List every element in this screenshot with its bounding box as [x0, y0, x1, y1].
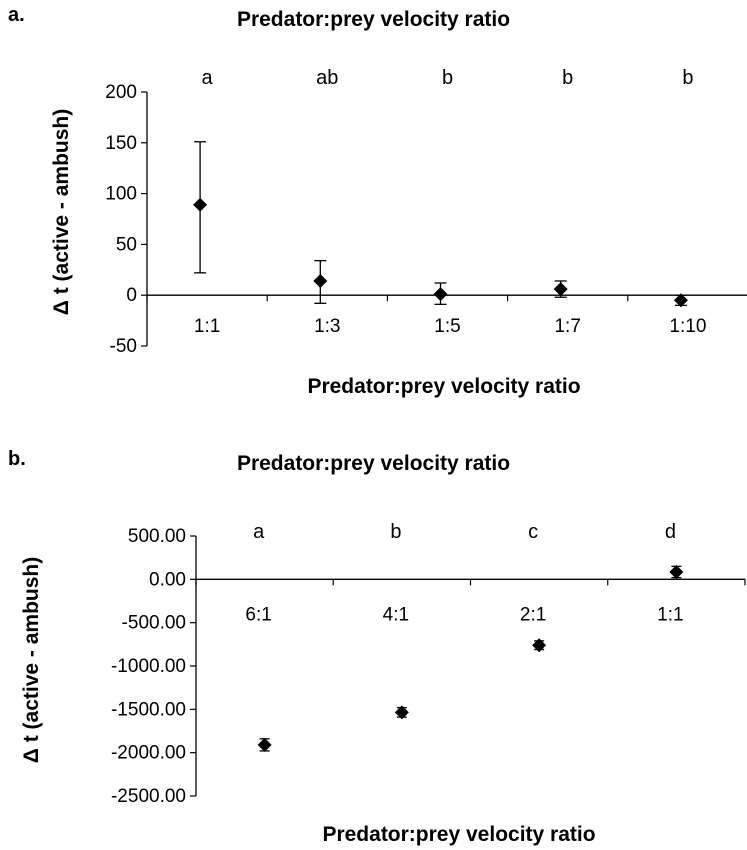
y-tick-label: -500.00 [122, 613, 186, 634]
significance-letter: a [253, 521, 265, 543]
x-tick-label: 1:10 [669, 316, 706, 337]
panel-label: b. [8, 448, 26, 470]
y-tick-label: -2000.00 [111, 743, 186, 764]
x-tick-label: 1:3 [314, 316, 340, 337]
y-tick-label: 50 [116, 234, 137, 255]
data-point [313, 273, 328, 288]
y-tick-label: -50 [110, 336, 137, 357]
y-tick-label: 150 [105, 133, 137, 154]
x-tick-label: 1:1 [194, 316, 220, 337]
x-tick-label: 1:7 [554, 316, 580, 337]
y-tick-label: 0.00 [149, 569, 186, 590]
x-tick-label: 1:1 [657, 604, 683, 625]
y-axis-title: Δ t (active - ambush) [50, 109, 73, 315]
chart-panel-b: b. Predator:prey velocity ratio -2500.00… [0, 430, 747, 850]
y-tick-label: 0 [126, 285, 137, 306]
data-point [257, 737, 272, 752]
data-point [193, 197, 208, 212]
significance-letter: b [682, 67, 693, 89]
y-tick-label: 500.00 [128, 526, 186, 547]
y-axis-title: Δ t (active - ambush) [20, 557, 43, 763]
chart-title: Predator:prey velocity ratio [236, 8, 511, 31]
y-tick-label: 200 [105, 82, 137, 103]
data-point [553, 282, 568, 297]
chart-plot-area: -2500.00 -2000.00 -1500.00 -1000.00 -500.00 0… [20, 521, 746, 846]
x-tick-label: 1:5 [434, 316, 460, 337]
y-tick-label: -2500.00 [111, 786, 186, 807]
x-tick-label: 2:1 [520, 604, 546, 625]
y-tick-label: -1000.00 [111, 656, 186, 677]
chart-panel-a: a. Predator:prey velocity ratio -50 0 50 10… [0, 0, 747, 420]
panel-label: a. [8, 4, 25, 26]
significance-letter: d [665, 521, 676, 543]
data-point [532, 638, 547, 653]
significance-letter: b [390, 521, 401, 543]
x-axis-title: Predator:prey velocity ratio [307, 375, 580, 398]
significance-letter: c [528, 521, 538, 543]
y-tick-label: 100 [105, 184, 137, 205]
x-axis-title: Predator:prey velocity ratio [322, 823, 595, 846]
data-point [669, 564, 684, 579]
significance-letter: a [202, 67, 214, 89]
x-tick-label: 6:1 [245, 604, 271, 625]
x-tick-label: 4:1 [383, 604, 409, 625]
chart-title: Predator:prey velocity ratio [236, 452, 511, 475]
data-point [673, 293, 688, 308]
data-point [433, 287, 448, 302]
significance-letter: ab [316, 67, 338, 89]
significance-letter: b [562, 67, 573, 89]
significance-letter: b [442, 67, 453, 89]
chart-plot-area: -50 0 50 100 150 200 1:1 1:3 1:5 1:7 1:10 a ab b b b Pre… [50, 67, 747, 398]
y-tick-label: -1500.00 [111, 699, 186, 720]
data-point [394, 705, 409, 720]
